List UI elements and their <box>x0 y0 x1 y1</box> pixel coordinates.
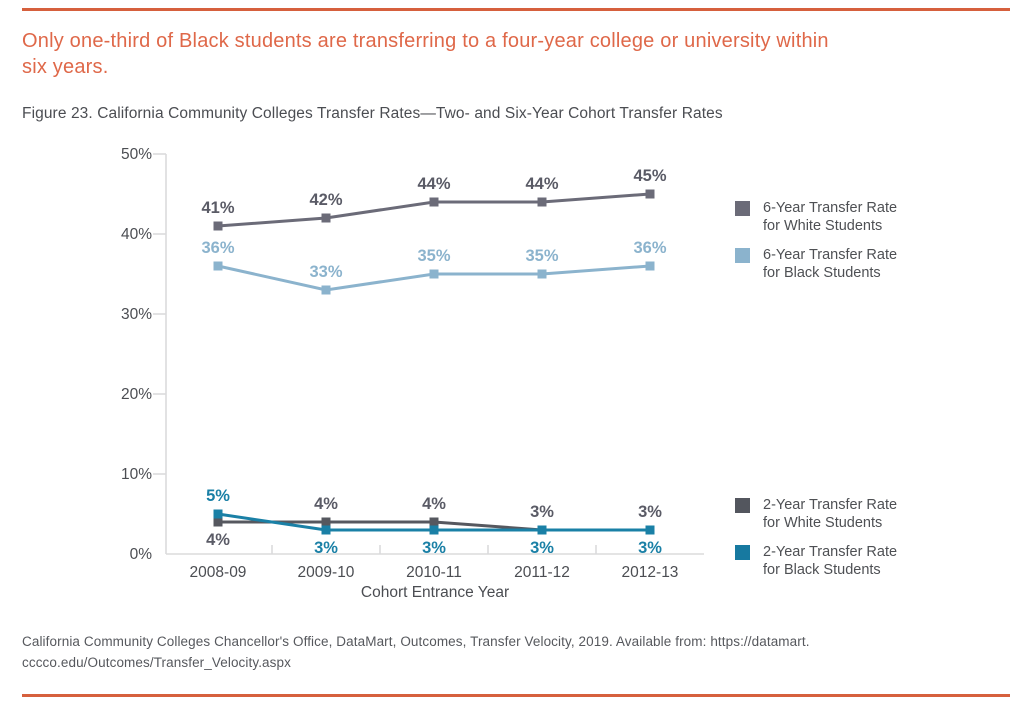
y-axis-tick-label: 20% <box>121 386 152 403</box>
x-axis-category-label: 2011-12 <box>514 564 570 581</box>
data-point-marker <box>645 189 655 199</box>
data-point-marker <box>537 269 547 279</box>
data-point-label: 3% <box>530 539 554 557</box>
data-point-marker <box>321 213 331 223</box>
figure-caption: Figure 23. California Community Colleges… <box>22 105 723 122</box>
legend-label-line: for Black Students <box>763 562 881 578</box>
y-axis-tick-label: 30% <box>121 306 152 323</box>
data-point-marker <box>429 517 439 527</box>
legend-item: 2-Year Transfer Rate for White Students <box>735 496 897 532</box>
legend-label-line: 2-Year Transfer Rate <box>763 544 898 560</box>
legend-label: 2-Year Transfer Rate for Black Students <box>763 543 897 579</box>
data-point-marker <box>213 261 223 271</box>
data-point-label: 5% <box>206 487 230 505</box>
x-axis-category-label: 2012-13 <box>622 564 679 581</box>
x-axis-category-label: 2008-09 <box>190 564 247 581</box>
legend-label-line: for White Students <box>763 218 883 234</box>
legend-item: 6-Year Transfer Rate for Black Students <box>735 246 897 282</box>
legend-item: 6-Year Transfer Rate for White Students <box>735 199 897 235</box>
legend-swatch <box>735 498 750 513</box>
data-point-label: 3% <box>314 539 338 557</box>
source-note: California Community Colleges Chancellor… <box>22 631 1017 673</box>
legend-label-line: for White Students <box>763 515 883 531</box>
data-point-label: 44% <box>417 175 450 193</box>
data-point-label: 42% <box>309 191 342 209</box>
data-point-marker <box>429 525 439 535</box>
data-point-marker <box>645 525 655 535</box>
data-point-marker <box>321 285 331 295</box>
data-point-label: 4% <box>314 495 338 513</box>
data-point-label: 35% <box>417 247 450 265</box>
data-point-label: 4% <box>422 495 446 513</box>
data-point-marker <box>213 517 223 527</box>
data-point-marker <box>537 197 547 207</box>
data-point-marker <box>429 197 439 207</box>
x-axis-title: Cohort Entrance Year <box>361 584 509 601</box>
data-point-label: 3% <box>638 503 662 521</box>
data-point-label: 45% <box>633 167 666 185</box>
data-point-marker <box>321 525 331 535</box>
legend-item: 2-Year Transfer Rate for Black Students <box>735 543 897 579</box>
legend-label: 2-Year Transfer Rate for White Students <box>763 496 897 532</box>
bottom-rule <box>22 694 1010 697</box>
source-line-2: cccco.edu/Outcomes/Transfer_Velocity.asp… <box>22 655 291 670</box>
legend-swatch <box>735 201 750 216</box>
data-point-marker <box>429 269 439 279</box>
legend-label: 6-Year Transfer Rate for Black Students <box>763 246 897 282</box>
page-title: Only one-third of Black students are tra… <box>22 28 1012 80</box>
data-point-marker <box>213 509 223 519</box>
data-point-label: 44% <box>525 175 558 193</box>
data-point-marker <box>645 261 655 271</box>
data-point-label: 3% <box>638 539 662 557</box>
legend-label-line: for Black Students <box>763 265 881 281</box>
data-point-label: 36% <box>633 239 666 257</box>
legend-label-line: 2-Year Transfer Rate <box>763 497 898 513</box>
data-point-label: 3% <box>422 539 446 557</box>
y-axis-tick-label: 40% <box>121 226 152 243</box>
data-point-label: 4% <box>206 531 230 549</box>
data-point-label: 3% <box>530 503 554 521</box>
data-point-label: 41% <box>201 199 234 217</box>
data-point-label: 33% <box>309 263 342 281</box>
legend-2-year: 2-Year Transfer Rate for White Students 2-… <box>735 496 897 579</box>
heading-line-1: Only one-third of Black students are tra… <box>22 30 829 52</box>
data-point-marker <box>213 221 223 231</box>
x-axis-category-label: 2010-11 <box>406 564 462 581</box>
data-point-label: 36% <box>201 239 234 257</box>
legend-label-line: 6-Year Transfer Rate <box>763 247 898 263</box>
data-point-marker <box>321 517 331 527</box>
x-axis-category-label: 2009-10 <box>298 564 355 581</box>
heading-line-2: six years. <box>22 56 109 78</box>
data-point-marker <box>537 525 547 535</box>
y-axis-tick-label: 0% <box>130 546 153 563</box>
legend-label: 6-Year Transfer Rate for White Students <box>763 199 897 235</box>
top-rule <box>22 8 1010 11</box>
legend-6-year: 6-Year Transfer Rate for White Students 6-… <box>735 199 897 282</box>
data-point-label: 35% <box>525 247 558 265</box>
y-axis-tick-label: 10% <box>121 466 152 483</box>
source-line-1: California Community Colleges Chancellor… <box>22 634 810 649</box>
y-axis-tick-label: 50% <box>121 146 152 163</box>
legend-swatch <box>735 545 750 560</box>
legend-swatch <box>735 248 750 263</box>
legend-label-line: 6-Year Transfer Rate <box>763 200 898 216</box>
